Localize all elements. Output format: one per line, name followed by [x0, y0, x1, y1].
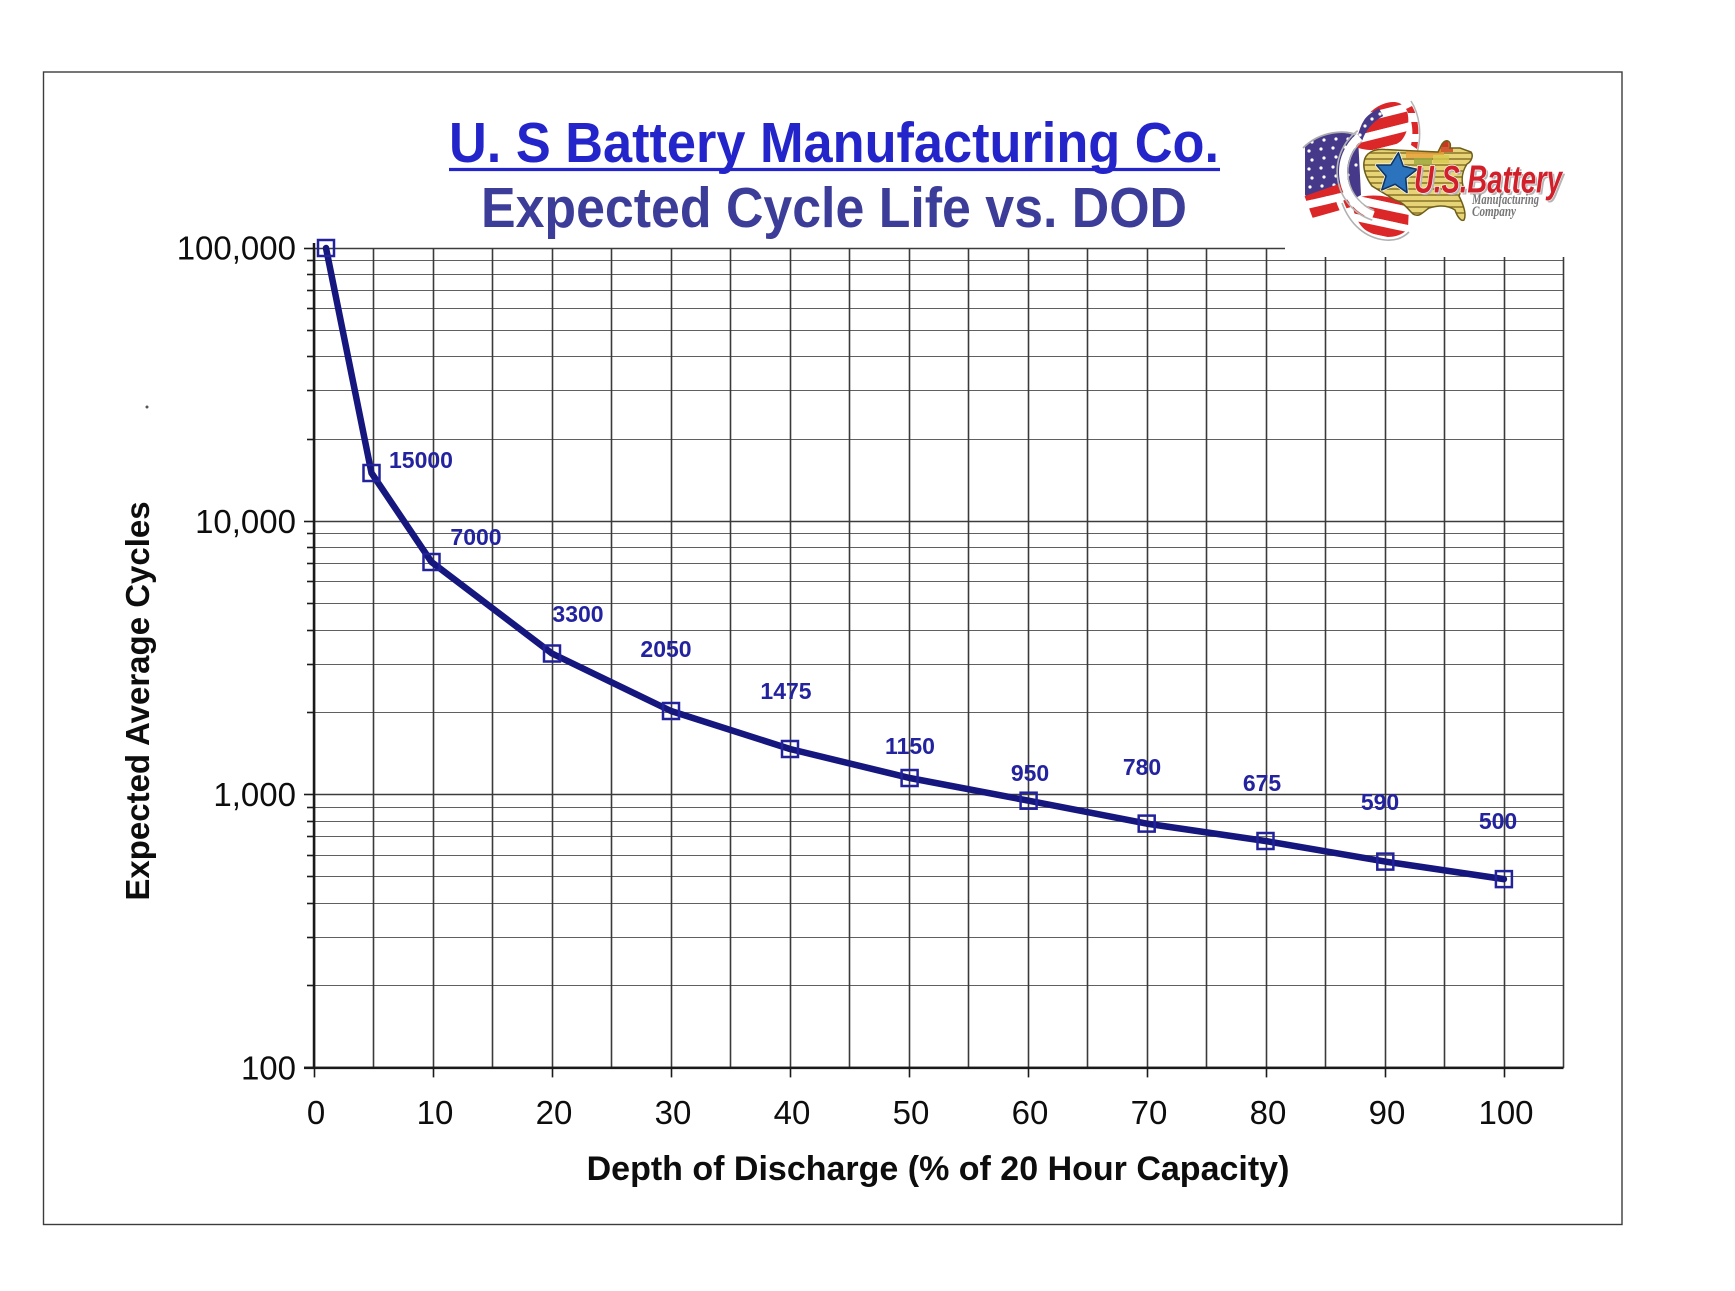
svg-text:950: 950 — [1011, 760, 1049, 786]
svg-text:50: 50 — [893, 1094, 930, 1131]
svg-text:1475: 1475 — [760, 678, 811, 704]
svg-text:100: 100 — [1478, 1094, 1533, 1131]
svg-text:Manufacturing: Manufacturing — [1471, 192, 1539, 208]
svg-text:70: 70 — [1131, 1094, 1168, 1131]
svg-text:10: 10 — [417, 1094, 454, 1131]
svg-text:590: 590 — [1361, 789, 1399, 815]
svg-text:20: 20 — [536, 1094, 573, 1131]
svg-text:780: 780 — [1123, 754, 1161, 780]
svg-text:80: 80 — [1250, 1094, 1287, 1131]
svg-text:Depth of Discharge (% of 20 Ho: Depth of Discharge (% of 20 Hour Capacit… — [587, 1150, 1290, 1188]
svg-text:60: 60 — [1012, 1094, 1049, 1131]
svg-text:100,000: 100,000 — [177, 230, 296, 267]
svg-text:90: 90 — [1369, 1094, 1406, 1131]
svg-text:15000: 15000 — [389, 447, 453, 473]
svg-text:1,000: 1,000 — [213, 776, 296, 813]
svg-text:U.S.Battery: U.S.Battery — [1414, 159, 1564, 202]
svg-text:100: 100 — [241, 1049, 296, 1086]
svg-text:Expected Cycle Life vs. DOD: Expected Cycle Life vs. DOD — [481, 176, 1187, 240]
svg-text:500: 500 — [1479, 808, 1517, 834]
svg-text:2050: 2050 — [640, 636, 691, 662]
svg-text:U.S.Battery: U.S.Battery — [1416, 161, 1566, 204]
svg-text:675: 675 — [1243, 770, 1282, 796]
svg-text:Expected Average Cycles: Expected Average Cycles — [119, 501, 156, 900]
svg-text:3300: 3300 — [552, 601, 603, 627]
svg-text:Company: Company — [1472, 204, 1516, 220]
svg-text:U. S Battery Manufacturing Co.: U. S Battery Manufacturing Co. — [449, 111, 1219, 175]
svg-text:30: 30 — [655, 1094, 692, 1131]
svg-text:10,000: 10,000 — [195, 503, 296, 540]
svg-text:1150: 1150 — [885, 733, 935, 759]
svg-text:0: 0 — [307, 1094, 325, 1131]
svg-text:7000: 7000 — [450, 524, 501, 550]
svg-text:40: 40 — [774, 1094, 811, 1131]
